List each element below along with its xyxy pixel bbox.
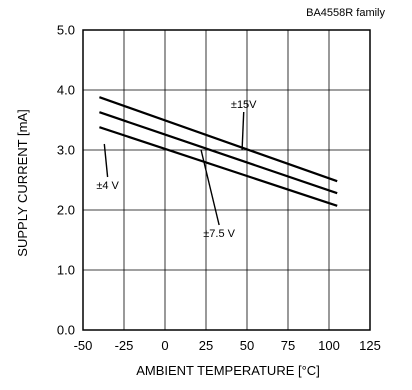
plot-border [82,29,371,331]
y-axis-title: SUPPLY CURRENT [mA] [15,109,30,256]
y-tick-labels: 0.0 1.0 2.0 3.0 4.0 5.0 [57,23,75,338]
x-tick-label: -25 [115,338,134,353]
y-tick-label: 0.0 [57,323,75,338]
series-lines [99,96,338,207]
series-line [99,126,338,207]
x-tick-label: -50 [74,338,93,353]
x-tick-label: 100 [318,338,340,353]
y-tick-label: 1.0 [57,263,75,278]
x-tick-label: 75 [281,338,295,353]
series-label: ±7.5 V [203,228,235,240]
plot-frame [82,29,371,331]
series-line [99,111,338,195]
y-tick-label: 2.0 [57,203,75,218]
leader-line [241,111,245,151]
family-label: BA4558R family [306,7,385,19]
x-tick-label: 25 [199,338,213,353]
x-axis-title: AMBIENT TEMPERATURE [°C] [136,363,320,378]
series-annotations: ±15V ±7.5 V ±4 V [96,99,257,240]
y-tick-label: 4.0 [57,83,75,98]
y-tick-label: 5.0 [57,23,75,38]
x-tick-label: 125 [359,338,381,353]
x-tick-label: 0 [161,338,168,353]
series-label: ±4 V [96,180,119,192]
leader-line [103,143,109,178]
y-tick-label: 3.0 [57,143,75,158]
x-tick-label: 50 [240,338,254,353]
series-label: ±15V [231,99,257,111]
leader-line [200,149,220,226]
series-line [99,96,338,183]
grid [83,30,370,330]
x-tick-labels: -50 -25 0 25 50 75 100 125 [74,338,381,353]
